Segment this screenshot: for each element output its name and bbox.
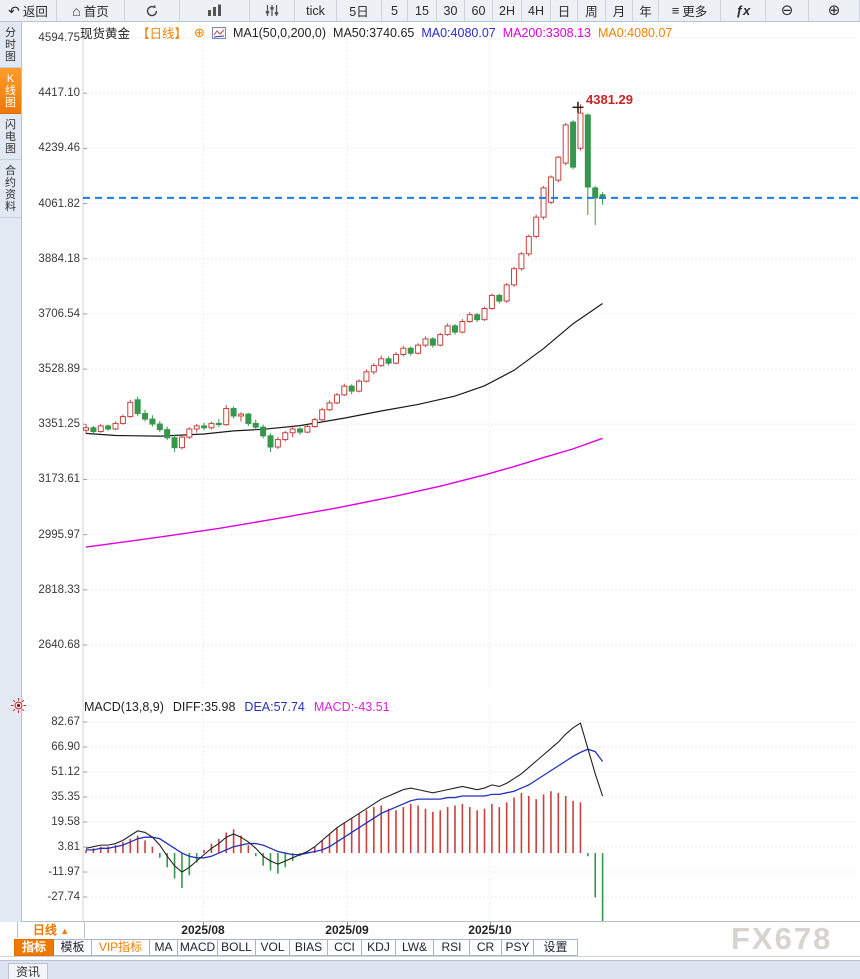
news-tab[interactable]: 资讯 bbox=[8, 963, 48, 979]
tab-cr[interactable]: CR bbox=[470, 939, 502, 956]
chart-header: 现货黄金 【日线】 ⊕ MA1(50,0,200,0) MA50:3740.65… bbox=[80, 23, 672, 42]
sidebar-item-contract-info[interactable]: 合约资料 bbox=[0, 160, 21, 218]
add-compare-icon[interactable]: ⊕ bbox=[194, 25, 205, 40]
macd-axis-label: 51.12 bbox=[51, 766, 80, 779]
macd-axis-label: 3.81 bbox=[57, 841, 80, 854]
price-axis-label: 4061.82 bbox=[38, 197, 80, 210]
tab-templates[interactable]: 模板 bbox=[54, 939, 92, 956]
toolbar-button-tf-day[interactable]: 日 bbox=[551, 0, 578, 21]
brand-watermark: FX678 bbox=[731, 921, 833, 956]
tab-rsi[interactable]: RSI bbox=[434, 939, 470, 956]
macd-diff-value: DIFF:35.98 bbox=[172, 700, 236, 714]
tab-vip-indicators[interactable]: VIP指标 bbox=[92, 939, 150, 956]
macd-axis-label: 35.35 bbox=[51, 791, 80, 804]
tab-macd[interactable]: MACD bbox=[178, 939, 218, 956]
symbol-name: 现货黄金 bbox=[80, 27, 131, 41]
price-axis-label: 4417.10 bbox=[38, 87, 80, 100]
chevron-up-icon: ▲ bbox=[60, 926, 70, 936]
price-axis-label: 4594.75 bbox=[38, 32, 80, 44]
ma50-value: MA50:3740.65 bbox=[333, 25, 415, 40]
indicator-tabs-row: 指标 模板 VIP指标 MA MACD BOLL VOL BIAS CCI KDJ LW& RSI CR… bbox=[0, 938, 860, 957]
tab-bias[interactable]: BIAS bbox=[290, 939, 328, 956]
price-axis-label: 3173.61 bbox=[38, 473, 80, 486]
macd-axis-label: 66.90 bbox=[51, 741, 80, 753]
toolbar-button-indicators[interactable] bbox=[250, 0, 295, 21]
toolbar-button-more[interactable]: ≡ 更多 bbox=[659, 0, 721, 21]
tab-indicators[interactable]: 指标 bbox=[14, 939, 54, 956]
toolbar-button-zoom-out[interactable]: ⊖ bbox=[766, 0, 809, 21]
price-axis-label: 3884.18 bbox=[38, 252, 80, 265]
toolbar-button-home[interactable]: ⌂ 首页 bbox=[57, 0, 125, 21]
toolbar-button-tf-15[interactable]: 15 bbox=[408, 0, 437, 21]
price-axis-label: 2995.97 bbox=[38, 528, 80, 541]
toolbar-button-tf-week[interactable]: 周 bbox=[578, 0, 606, 21]
toolbar-button-tf-60[interactable]: 60 bbox=[465, 0, 493, 21]
macd-axis-label: -11.97 bbox=[48, 866, 80, 879]
macd-header: MACD(13,8,9) DIFF:35.98 DEA:57.74 MACD:-… bbox=[84, 700, 390, 714]
toolbar-button-zoom-in[interactable]: ⊕ bbox=[809, 0, 860, 21]
price-axis-label: 2640.68 bbox=[38, 639, 80, 651]
toolbar-button-tf-5d[interactable]: 5日 bbox=[337, 0, 382, 21]
date-label: 2025/08 bbox=[181, 923, 225, 937]
macd-axis-label: 82.67 bbox=[51, 716, 80, 728]
macd-hist-value: MACD:-43.51 bbox=[313, 700, 390, 714]
date-tick-mark bbox=[347, 922, 348, 926]
bottom-status-bar: 资讯 bbox=[0, 960, 860, 979]
tab-psy[interactable]: PSY bbox=[502, 939, 534, 956]
tab-vol[interactable]: VOL bbox=[256, 939, 290, 956]
sidebar-item-lightning-chart[interactable]: 闪电图 bbox=[0, 114, 21, 160]
price-axis-label: 3706.54 bbox=[38, 307, 80, 320]
macd-dea-value: DEA:57.74 bbox=[244, 700, 305, 714]
ma-settings: MA1(50,0,200,0) bbox=[232, 25, 327, 40]
tab-ma[interactable]: MA bbox=[150, 939, 178, 956]
ma-legend-icon bbox=[211, 26, 226, 39]
timeframe-label: 【日线】 bbox=[137, 27, 188, 41]
tab-lwr[interactable]: LW& bbox=[396, 939, 434, 956]
macd-axis-label: -27.74 bbox=[47, 891, 80, 904]
date-tick-mark bbox=[203, 922, 204, 926]
peak-price-annotation: 4381.29 bbox=[586, 92, 633, 107]
toolbar-button-refresh[interactable] bbox=[125, 0, 180, 21]
toolbar-button-tf-4h[interactable]: 4H bbox=[522, 0, 551, 21]
macd-title: MACD(13,8,9) bbox=[84, 700, 164, 714]
tab-settings[interactable]: 设置 bbox=[534, 939, 578, 956]
toolbar-button-kline-type[interactable] bbox=[180, 0, 250, 21]
toolbar-button-formula[interactable]: ƒx bbox=[721, 0, 766, 21]
date-tick-mark bbox=[490, 922, 491, 926]
period-selector[interactable]: 日线 ▲ bbox=[17, 922, 85, 938]
indicator-settings-icon[interactable] bbox=[11, 698, 26, 713]
tab-cci[interactable]: CCI bbox=[328, 939, 362, 956]
toolbar-button-back[interactable]: ↶ 返回 bbox=[0, 0, 57, 21]
ma0-blue-value: MA0:4080.07 bbox=[421, 25, 496, 40]
toolbar-button-tf-30[interactable]: 30 bbox=[437, 0, 465, 21]
tab-kdj[interactable]: KDJ bbox=[362, 939, 396, 956]
date-label: 2025/10 bbox=[468, 923, 512, 937]
toolbar-button-tf-month[interactable]: 月 bbox=[606, 0, 633, 21]
price-axis-label: 3528.89 bbox=[38, 363, 80, 376]
toolbar-button-tf-5[interactable]: 5 bbox=[382, 0, 408, 21]
date-label: 2025/09 bbox=[325, 923, 369, 937]
top-toolbar: ↶ 返回 ⌂ 首页 tick 5日 5 15 30 60 2H 4H 日周月年 ≡ 更多 ƒx ⊖ ⊕ bbox=[0, 0, 860, 22]
toolbar-button-tf-tick[interactable]: tick bbox=[295, 0, 337, 21]
sidebar-item-time-chart[interactable]: 分时图 bbox=[0, 22, 21, 68]
ma0-orange-value: MA0:4080.07 bbox=[597, 25, 673, 40]
toolbar-button-tf-year[interactable]: 年 bbox=[633, 0, 659, 21]
tab-boll[interactable]: BOLL bbox=[218, 939, 256, 956]
toolbar-button-tf-2h[interactable]: 2H bbox=[493, 0, 522, 21]
price-axis-label: 2818.33 bbox=[38, 583, 80, 596]
macd-axis-label: 19.58 bbox=[51, 816, 80, 829]
price-axis-label: 4239.46 bbox=[38, 142, 80, 155]
ma200-value: MA200:3308.13 bbox=[502, 25, 591, 40]
price-axis-label: 3351.25 bbox=[38, 418, 80, 431]
